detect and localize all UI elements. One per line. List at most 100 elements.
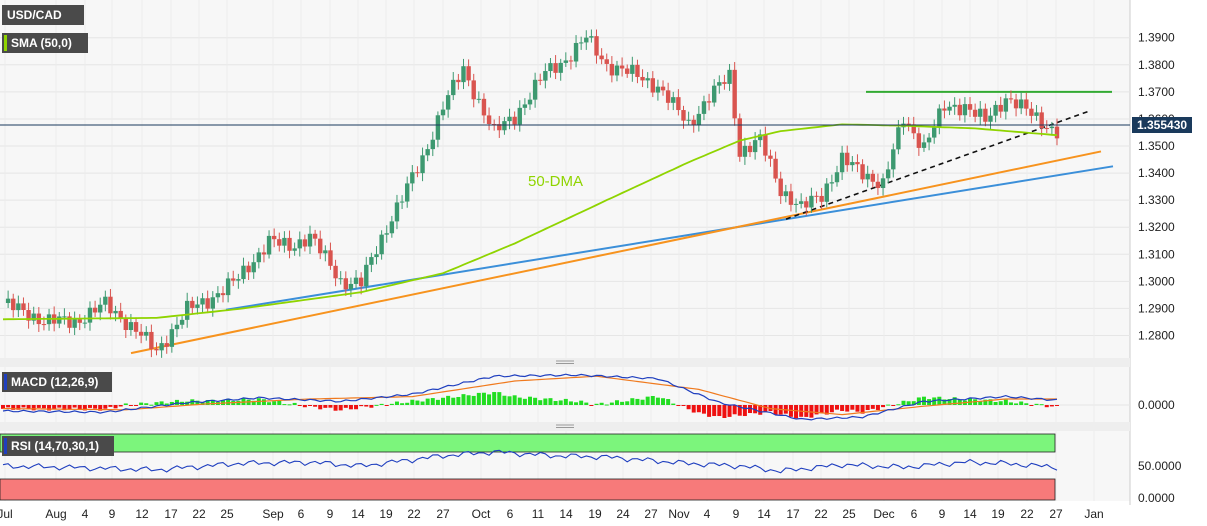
rsi-line xyxy=(2,449,1058,474)
y-tick-label: 1.3200 xyxy=(1138,220,1175,234)
macd-histogram-bar xyxy=(819,405,824,414)
macd-histogram-bar xyxy=(16,405,21,410)
panel-handle-1[interactable] xyxy=(0,358,1130,367)
macd-histogram-bar xyxy=(707,405,712,417)
candle xyxy=(932,119,937,144)
macd-histogram-bar xyxy=(128,405,133,406)
candle xyxy=(1054,118,1060,146)
candle xyxy=(231,270,236,287)
macd-histogram-bar xyxy=(850,405,855,410)
candle xyxy=(717,75,722,94)
candle xyxy=(517,100,522,132)
x-tick-label: 22 xyxy=(1020,507,1034,521)
macd-histogram-bar xyxy=(834,405,839,410)
candle xyxy=(302,234,308,252)
candle xyxy=(578,36,584,50)
candle xyxy=(568,55,574,70)
candle xyxy=(763,126,768,162)
candle xyxy=(108,288,113,320)
macd-histogram-bar xyxy=(144,403,149,405)
macd-label: MACD (12,26,9) xyxy=(11,375,98,389)
candle xyxy=(614,60,620,82)
candle xyxy=(860,159,865,184)
candle xyxy=(184,292,190,328)
macd-histogram-bar xyxy=(26,405,31,410)
x-tick-label: Dec xyxy=(873,507,894,521)
macd-histogram-bar xyxy=(1019,401,1024,405)
macd-histogram-bar xyxy=(195,400,200,405)
macd-histogram-bar xyxy=(732,405,737,415)
last-price-value: 1.355430 xyxy=(1137,118,1187,132)
macd-histogram-bar xyxy=(354,405,359,410)
y-tick-label: 1.2900 xyxy=(1138,301,1175,315)
macd-histogram-bar xyxy=(1055,405,1059,406)
macd-histogram-bar xyxy=(988,399,993,405)
candle xyxy=(256,247,262,269)
macd-histogram-bar xyxy=(410,399,415,405)
x-tick-label: 14 xyxy=(963,507,977,521)
x-tick-label: 6 xyxy=(507,507,514,521)
candle xyxy=(358,272,364,295)
candle xyxy=(701,95,707,121)
macd-tag[interactable]: MACD (12,26,9) xyxy=(2,372,112,392)
panel-handle-2[interactable] xyxy=(0,422,1130,431)
y-tick-label: 1.3900 xyxy=(1138,31,1175,45)
candle xyxy=(430,131,435,157)
macd-histogram-bar xyxy=(297,405,302,406)
y-tick-label: 1.3100 xyxy=(1138,247,1175,261)
candle xyxy=(625,64,630,78)
x-axis: Jul Aug 4 9 12 17 22 25 Sep 6 9 14 19 22 27 Oct 6 11 14 19 2… xyxy=(0,507,1104,521)
x-tick-label: Nov xyxy=(668,507,689,521)
candle xyxy=(758,129,763,148)
candle xyxy=(962,97,968,123)
candle xyxy=(103,290,108,312)
macd-histogram-bar xyxy=(875,405,880,410)
candle xyxy=(118,302,123,323)
macd-histogram-bar xyxy=(430,398,435,405)
candle xyxy=(891,143,896,178)
candle xyxy=(584,30,589,50)
macd-histogram-bar xyxy=(548,398,553,405)
macd-histogram-bar xyxy=(952,397,957,405)
macd-histogram-bar xyxy=(1003,399,1008,405)
macd-histogram-bar xyxy=(620,401,625,405)
macd-histogram-bar xyxy=(937,396,942,405)
sma-tag[interactable]: SMA (50,0) xyxy=(2,33,88,53)
x-tick-label: 17 xyxy=(164,507,178,521)
candle xyxy=(369,252,374,273)
macd-histogram-bar xyxy=(425,398,430,405)
symbol-tag[interactable]: USD/CAD xyxy=(2,5,84,25)
candle xyxy=(220,286,226,303)
macd-histogram-bar xyxy=(492,392,497,405)
candle xyxy=(1003,93,1009,120)
candle xyxy=(538,73,543,86)
macd-histogram-bar xyxy=(446,395,451,405)
macd-histogram-bar xyxy=(742,405,747,417)
macd-histogram-bar xyxy=(103,405,108,409)
candle xyxy=(834,165,840,187)
macd-histogram-bar xyxy=(1029,405,1034,406)
candle xyxy=(266,230,272,259)
macd-histogram-bar xyxy=(164,403,169,405)
sma-annotation: 50-DMA xyxy=(528,173,583,190)
y-tick-label: 1.3000 xyxy=(1138,274,1175,288)
candle xyxy=(665,82,671,111)
macd-histogram-bar xyxy=(205,400,210,405)
candle xyxy=(737,113,742,162)
macd-histogram-bar xyxy=(36,405,41,408)
x-tick-label: 4 xyxy=(704,507,711,521)
macd-histogram-bar xyxy=(384,405,389,406)
candle xyxy=(333,259,338,287)
candle xyxy=(947,101,952,116)
candle xyxy=(154,342,159,356)
x-tick-label: 19 xyxy=(588,507,602,521)
macd-histogram-bar xyxy=(737,405,742,416)
candle xyxy=(855,154,860,173)
rsi-tag[interactable]: RSI (14,70,30,1) xyxy=(2,436,114,456)
macd-histogram-bar xyxy=(589,405,594,406)
candle xyxy=(558,58,563,81)
macd-histogram-bar xyxy=(906,401,911,405)
macd-histogram-bar xyxy=(123,403,128,405)
macd-histogram-bar xyxy=(57,405,62,408)
candle xyxy=(650,71,655,98)
